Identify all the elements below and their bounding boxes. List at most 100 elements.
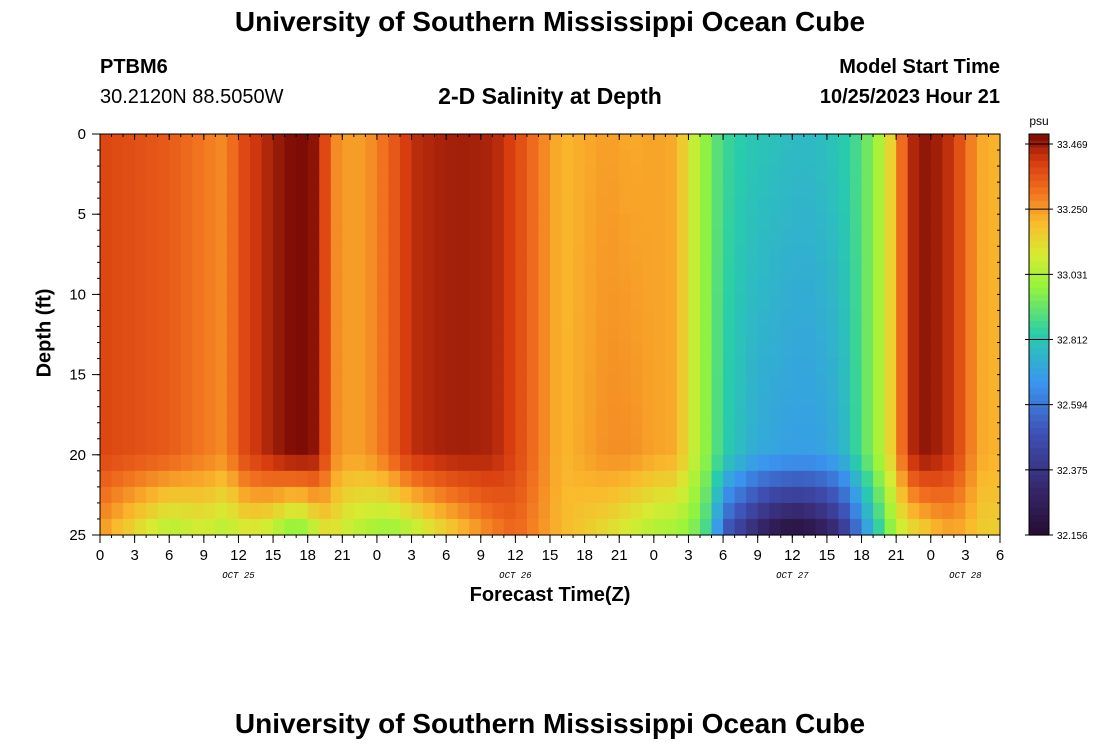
heatmap-cell — [757, 390, 770, 408]
heatmap-cell — [480, 502, 493, 520]
heatmap-cell — [642, 214, 655, 231]
station-id: PTBM6 — [100, 56, 168, 78]
heatmap-cell — [157, 278, 170, 295]
heatmap-cell — [630, 262, 643, 279]
heatmap-cell — [815, 374, 828, 392]
heatmap-cell — [596, 262, 609, 279]
heatmap-cell — [238, 134, 251, 151]
heatmap-cell — [907, 342, 920, 360]
heatmap-cell — [711, 406, 724, 424]
heatmap-cell — [757, 198, 770, 215]
heatmap-cell — [942, 294, 955, 312]
heatmap-cell — [538, 438, 551, 456]
heatmap-cell — [457, 406, 470, 424]
heatmap-cell — [273, 166, 286, 183]
heatmap-cell — [803, 406, 816, 424]
heatmap-cell — [826, 198, 840, 215]
heatmap-cell — [942, 198, 955, 215]
heatmap-cell — [273, 246, 286, 263]
heatmap-cell — [988, 486, 1001, 504]
heatmap-cell — [573, 182, 586, 199]
heatmap-cell — [250, 454, 263, 472]
heatmap-cell — [273, 150, 286, 167]
heatmap-cell — [561, 294, 574, 312]
heatmap-cell — [907, 182, 920, 199]
heatmap-cell — [515, 198, 528, 215]
heatmap-cell — [850, 470, 863, 488]
heatmap-cell — [215, 406, 228, 424]
heatmap-cell — [538, 422, 551, 440]
heatmap-cell — [965, 422, 978, 440]
heatmap-cell — [100, 198, 113, 215]
heatmap-cell — [607, 278, 620, 295]
heatmap-cell — [642, 518, 655, 536]
heatmap-cell — [826, 406, 840, 424]
heatmap-cell — [319, 198, 332, 215]
heatmap-cell — [850, 134, 863, 151]
heatmap-cell — [653, 358, 666, 376]
heatmap-cell — [480, 374, 493, 392]
x-tick-label: 18 — [853, 547, 870, 564]
heatmap-cell — [988, 502, 1001, 520]
heatmap-cell — [942, 150, 955, 167]
heatmap-cell — [723, 326, 736, 344]
heatmap-cell — [780, 518, 793, 536]
heatmap-cell — [376, 214, 390, 231]
heatmap-cell — [838, 326, 851, 344]
heatmap-cell — [376, 294, 390, 312]
heatmap-cell — [815, 134, 828, 151]
heatmap-cell — [203, 326, 216, 344]
colorbar-segment — [1029, 227, 1049, 235]
colorbar-segment — [1029, 274, 1049, 282]
colorbar-segment — [1029, 254, 1049, 262]
heatmap-cell — [192, 182, 205, 199]
x-date-label: OCT 28 — [949, 571, 982, 581]
heatmap-cell — [561, 310, 574, 328]
heatmap-cell — [169, 422, 182, 440]
heatmap-cell — [676, 182, 690, 199]
heatmap-cell — [180, 310, 193, 328]
heatmap-cell — [376, 358, 390, 376]
heatmap-cell — [100, 342, 113, 360]
heatmap-cell — [884, 262, 897, 279]
heatmap-cell — [873, 342, 886, 360]
heatmap-cell — [723, 166, 736, 183]
heatmap-cell — [503, 326, 516, 344]
heatmap-cell — [942, 182, 955, 199]
heatmap-cell — [584, 294, 597, 312]
heatmap-cell — [307, 278, 320, 295]
heatmap-cell — [826, 438, 840, 456]
heatmap-cell — [584, 374, 597, 392]
heatmap-cell — [723, 278, 736, 295]
heatmap-cell — [700, 342, 713, 360]
heatmap-cell — [215, 182, 228, 199]
colorbar-segment — [1029, 408, 1049, 416]
heatmap-cell — [688, 150, 701, 167]
heatmap-cell — [850, 294, 863, 312]
heatmap-cell — [169, 486, 182, 504]
heatmap-cell — [146, 438, 159, 456]
heatmap-cell — [226, 214, 240, 231]
heatmap-cell — [319, 406, 332, 424]
heatmap-cell — [123, 406, 136, 424]
heatmap-cell — [976, 374, 990, 392]
heatmap-cell — [723, 262, 736, 279]
heatmap-cell — [273, 502, 286, 520]
heatmap-cell — [457, 470, 470, 488]
heatmap-cell — [169, 358, 182, 376]
heatmap-cell — [619, 470, 632, 488]
heatmap-cell — [480, 278, 493, 295]
heatmap-cell — [896, 454, 909, 472]
heatmap-cell — [146, 406, 159, 424]
heatmap-cell — [676, 150, 690, 167]
heatmap-cell — [261, 326, 274, 344]
heatmap-cell — [411, 182, 424, 199]
heatmap-cell — [896, 502, 909, 520]
heatmap-cell — [226, 358, 240, 376]
heatmap-cell — [469, 182, 482, 199]
x-axis-label: Forecast Time(Z) — [469, 584, 631, 606]
heatmap-cell — [480, 134, 493, 151]
heatmap-cell — [723, 374, 736, 392]
heatmap-cell — [400, 134, 413, 151]
heatmap-cell — [792, 230, 805, 247]
